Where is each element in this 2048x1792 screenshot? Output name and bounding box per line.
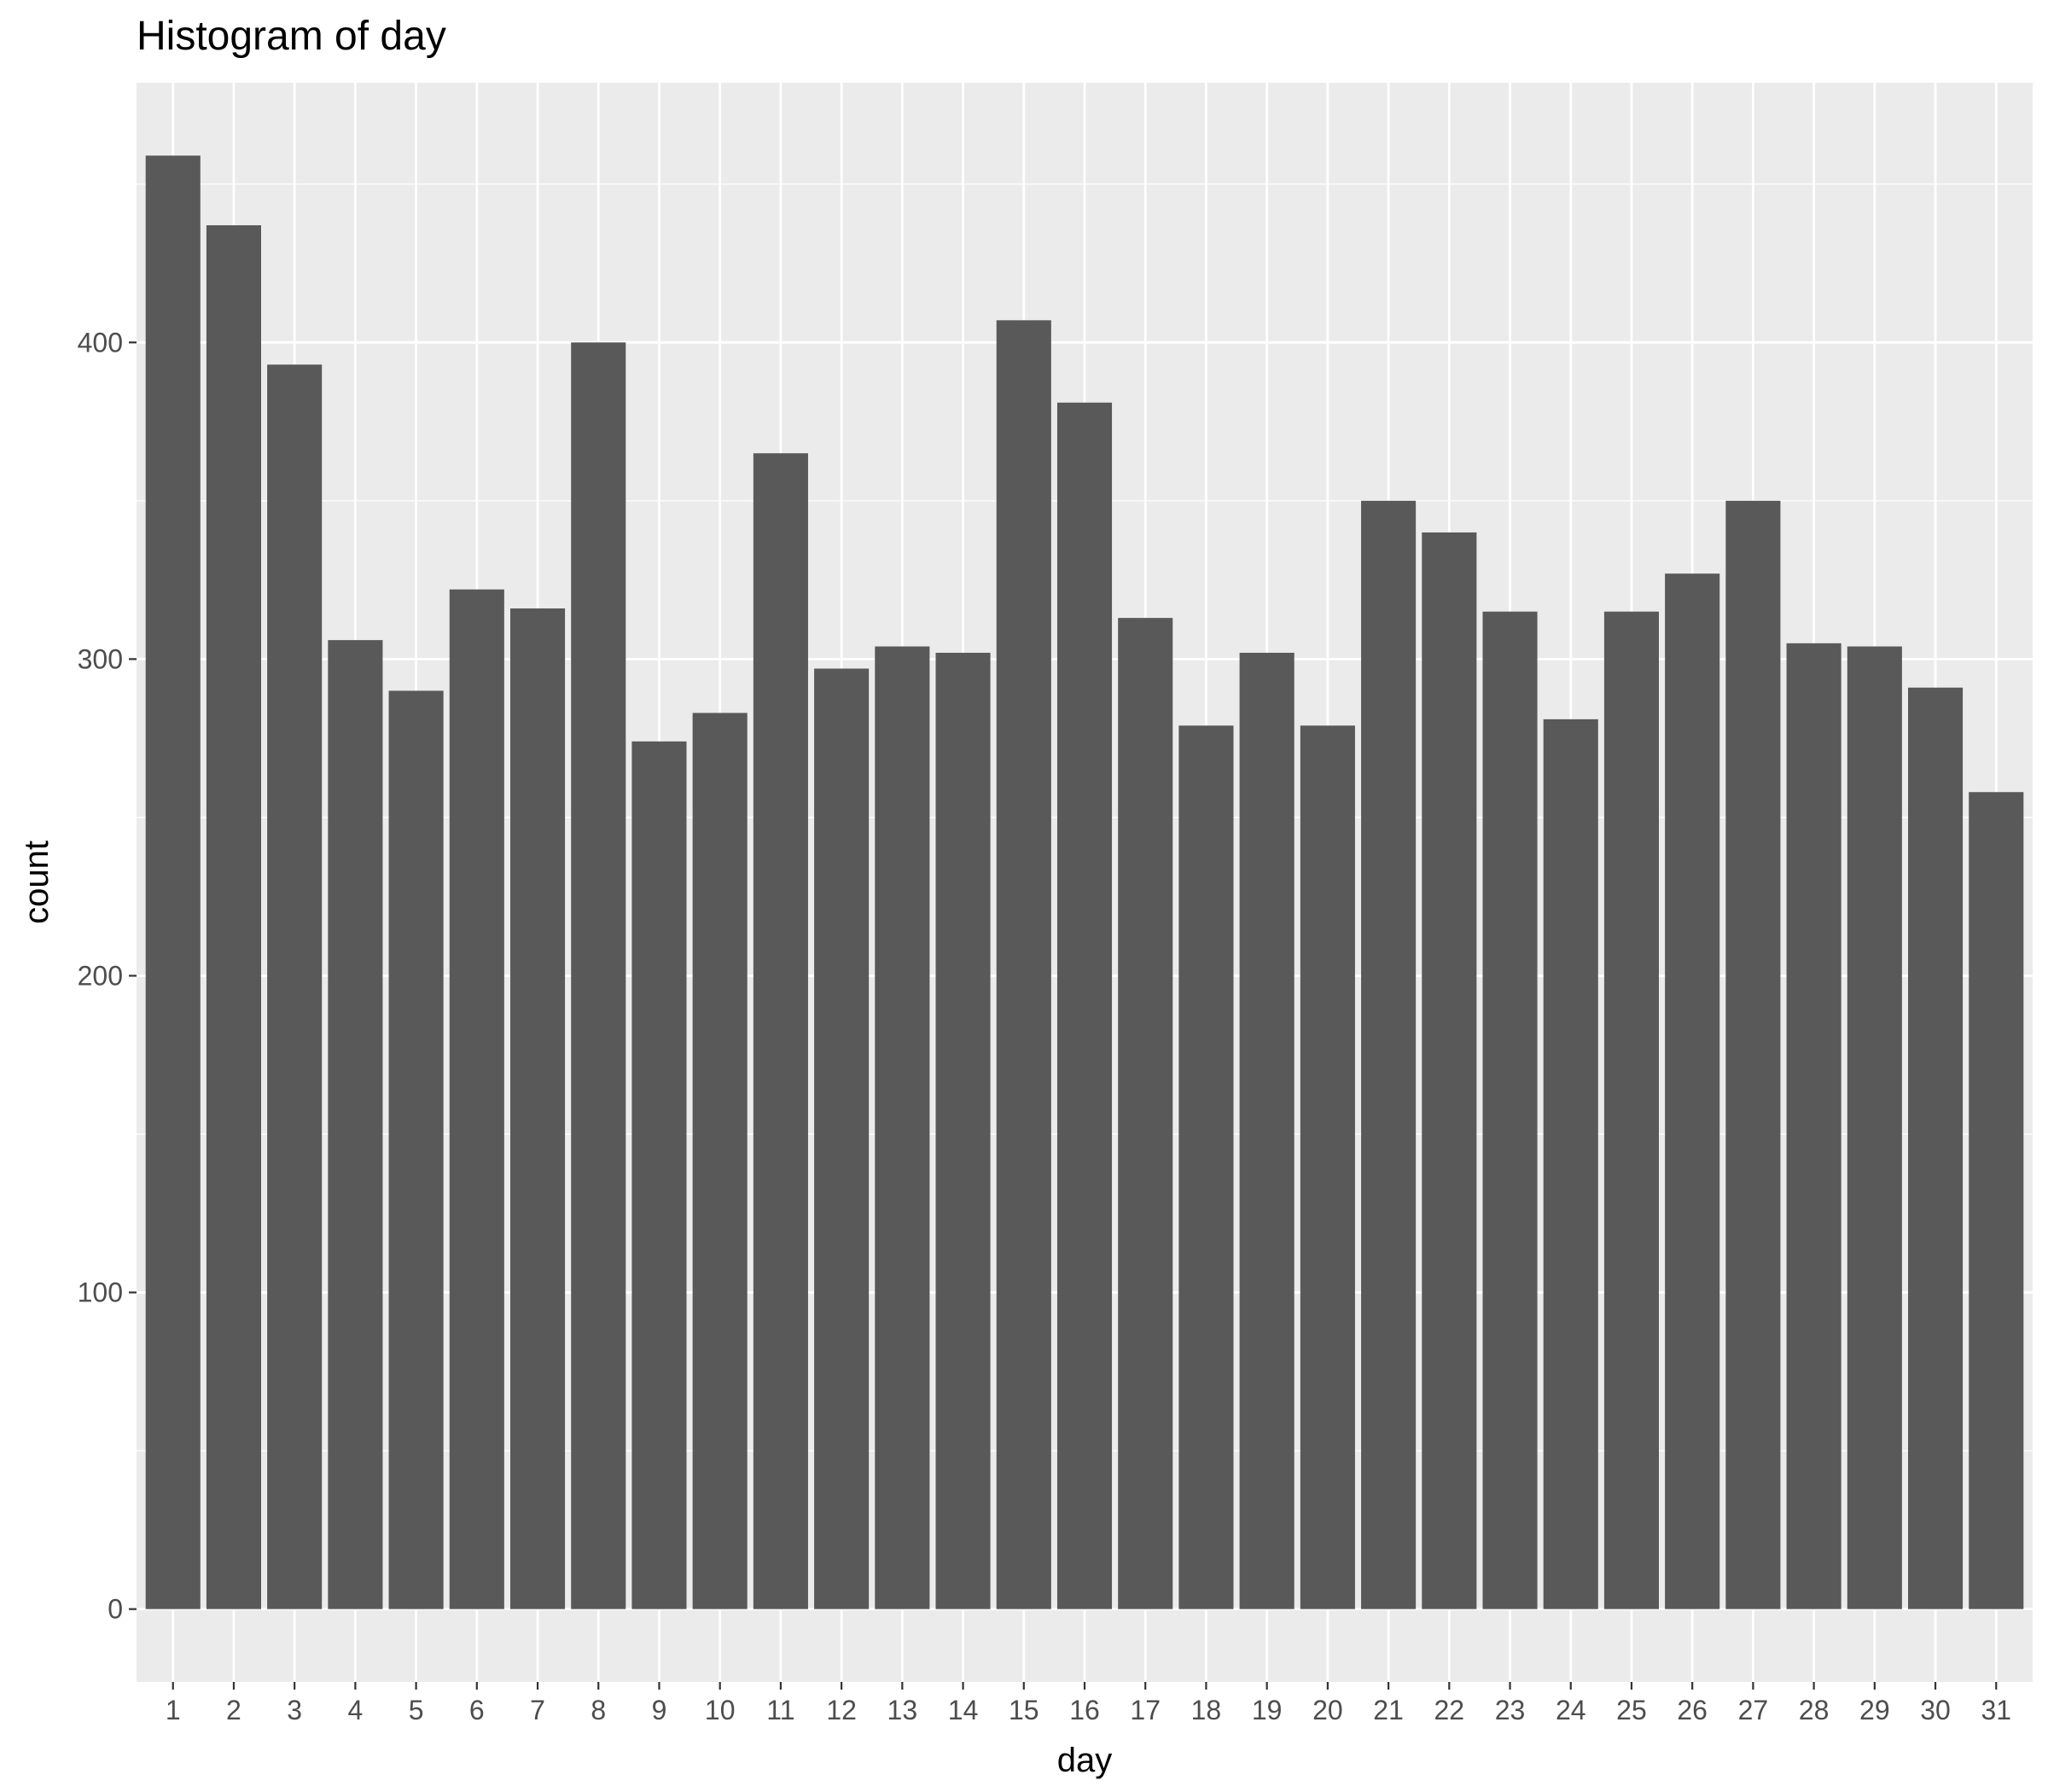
bar [1300,725,1355,1609]
bar [145,155,201,1609]
x-tick-label: 4 [347,1695,363,1725]
y-tick-label: 0 [108,1594,123,1625]
bar [1239,652,1295,1609]
bar [1603,611,1660,1609]
bar [328,640,383,1609]
x-tick-label: 10 [705,1695,736,1725]
x-tick-label: 13 [887,1695,918,1725]
chart-title: Histogram of day [137,14,446,59]
x-tick-label: 7 [530,1695,545,1725]
bar [1786,643,1841,1609]
y-tick-label: 300 [78,643,123,674]
bar [388,690,444,1609]
bar [875,646,930,1609]
x-tick-label: 15 [1009,1695,1039,1725]
bar [1665,573,1720,1609]
x-tick-label: 23 [1495,1695,1526,1725]
x-tick-label: 24 [1556,1695,1586,1725]
bar [1178,725,1234,1609]
y-tick-label: 200 [78,960,123,991]
x-tick-label: 16 [1069,1695,1100,1725]
bars [145,155,2024,1609]
bar [1361,500,1417,1609]
bar [267,364,323,1609]
bar [449,589,504,1609]
bar [1847,646,1902,1609]
bar [692,713,748,1609]
x-tick-label: 20 [1312,1695,1343,1725]
x-axis-title: day [1057,1742,1113,1779]
x-tick-label: 12 [826,1695,857,1725]
x-tick-label: 17 [1130,1695,1161,1725]
x-tick-label: 25 [1616,1695,1647,1725]
x-tick-label: 14 [948,1695,979,1725]
bar [1969,792,2024,1609]
bar [631,741,687,1609]
x-tick-label: 30 [1920,1695,1951,1725]
x-tick-label: 29 [1859,1695,1890,1725]
y-axis-title: count [18,841,55,924]
bar [1118,618,1173,1609]
bar [1908,687,1964,1609]
bar [814,668,870,1609]
x-tick-label: 2 [226,1695,241,1725]
x-axis: 1 2 3 4 5 6 7 8 9 10 11 12 13 14 15 16 17 18 19 20 21 22 23 24 2… [166,1682,2011,1725]
bar [996,320,1051,1609]
bar [753,453,808,1609]
x-tick-label: 3 [287,1695,302,1725]
bar [571,342,626,1609]
x-tick-label: 26 [1677,1695,1708,1725]
bar [1543,719,1598,1609]
x-tick-label: 9 [652,1695,667,1725]
bar [1482,611,1538,1609]
bar [935,652,991,1609]
x-tick-label: 27 [1738,1695,1769,1725]
y-axis: 0 100 200 300 400 [78,327,137,1625]
x-tick-label: 6 [469,1695,485,1725]
x-tick-label: 11 [766,1695,794,1725]
x-tick-label: 22 [1434,1695,1465,1725]
x-tick-label: 31 [1981,1695,2011,1725]
y-tick-label: 400 [78,327,123,358]
bar [509,608,566,1609]
x-tick-label: 8 [591,1695,606,1725]
x-tick-label: 21 [1373,1695,1404,1725]
y-tick-label: 100 [78,1277,123,1308]
bar [206,224,261,1609]
x-tick-label: 5 [409,1695,424,1725]
bar [1056,402,1113,1609]
x-tick-label: 18 [1191,1695,1222,1725]
x-tick-label: 28 [1799,1695,1830,1725]
bar [1725,500,1781,1609]
x-tick-label: 19 [1252,1695,1283,1725]
bar [1422,532,1477,1609]
x-tick-label: 1 [166,1695,181,1725]
